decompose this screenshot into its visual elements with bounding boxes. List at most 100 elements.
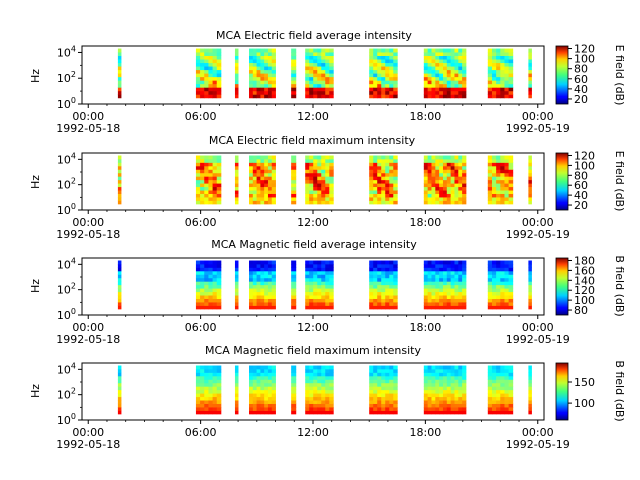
- heatmap-cell: [208, 183, 213, 188]
- heatmap-cell: [504, 365, 510, 370]
- heatmap-cell: [325, 382, 330, 387]
- heatmap-cell: [117, 48, 122, 53]
- heatmap-cell: [117, 62, 122, 67]
- heatmap-cell: [305, 365, 310, 370]
- heatmap-cell: [321, 274, 326, 279]
- heatmap-cell: [264, 94, 269, 99]
- heatmap-cell: [264, 260, 269, 265]
- heatmap-cell: [439, 197, 444, 201]
- heatmap-cell: [435, 162, 440, 167]
- heatmap-cell: [462, 197, 467, 201]
- heatmap-cell: [381, 400, 386, 404]
- heatmap-cell: [264, 66, 269, 71]
- heatmap-cell: [256, 183, 261, 188]
- heatmap-cell: [271, 291, 276, 296]
- heatmap-cell: [377, 298, 382, 303]
- heatmap-cell: [385, 382, 390, 387]
- heatmap-cell: [458, 382, 463, 387]
- heatmap-cell: [491, 372, 497, 377]
- heatmap-cell: [491, 386, 497, 391]
- heatmap-cell: [454, 368, 459, 373]
- heatmap-cell: [462, 87, 467, 92]
- heatmap-cell: [317, 52, 322, 56]
- heatmap-cell: [260, 155, 265, 160]
- heatmap-cell: [117, 76, 122, 81]
- heatmap-cell: [427, 305, 432, 310]
- heatmap-cell: [369, 379, 374, 384]
- x-date-label: 1992-05-19: [506, 228, 570, 241]
- heatmap-cell: [487, 83, 493, 88]
- heatmap-cell: [369, 298, 374, 303]
- heatmap-cell: [491, 176, 497, 181]
- heatmap-cell: [271, 403, 276, 408]
- heatmap-cell: [309, 368, 314, 373]
- heatmap-cell: [427, 263, 432, 268]
- heatmap-cell: [305, 83, 310, 88]
- heatmap-cell: [487, 155, 493, 160]
- heatmap-cell: [427, 193, 432, 198]
- heatmap-cell: [435, 365, 440, 370]
- heatmap-cell: [385, 55, 390, 60]
- heatmap-cell: [504, 200, 510, 205]
- heatmap-cell: [528, 375, 532, 380]
- heatmap-cell: [200, 281, 205, 286]
- heatmap-cell: [204, 183, 209, 188]
- heatmap-cell: [325, 172, 330, 177]
- heatmap-cell: [377, 382, 382, 387]
- heatmap-cell: [491, 375, 497, 380]
- heatmap-cell: [252, 386, 257, 391]
- heatmap-cell: [454, 263, 459, 268]
- heatmap-cell: [317, 76, 322, 81]
- heatmap-cell: [260, 158, 265, 163]
- heatmap-cell: [234, 372, 239, 377]
- heatmap-cell: [454, 73, 459, 78]
- heatmap-cell: [427, 169, 432, 174]
- heatmap-cell: [446, 393, 452, 398]
- heatmap-cell: [291, 172, 297, 177]
- heatmap-cell: [252, 87, 257, 92]
- heatmap-cell: [450, 389, 455, 394]
- heatmap-cell: [329, 263, 334, 268]
- heatmap-cell: [317, 73, 322, 78]
- heatmap-cell: [450, 407, 455, 411]
- heatmap-cell: [321, 179, 326, 184]
- heatmap-cell: [528, 379, 532, 384]
- heatmap-cell: [454, 69, 459, 74]
- heatmap-cell: [256, 172, 261, 177]
- heatmap-cell: [249, 305, 254, 310]
- heatmap-cell: [423, 382, 429, 387]
- heatmap-cell: [264, 368, 269, 373]
- heatmap-cell: [369, 162, 374, 167]
- heatmap-cell: [117, 83, 122, 88]
- heatmap-cell: [504, 59, 510, 64]
- heatmap-cell: [496, 48, 501, 53]
- heatmap-cell: [216, 277, 222, 282]
- heatmap-cell: [325, 267, 330, 272]
- heatmap-cell: [377, 288, 382, 293]
- heatmap-cell: [117, 389, 122, 394]
- heatmap-cell: [508, 389, 514, 394]
- heatmap-cell: [496, 284, 501, 289]
- heatmap-cell: [212, 270, 218, 275]
- heatmap-cell: [458, 295, 463, 299]
- heatmap-cell: [200, 83, 205, 88]
- heatmap-cell: [423, 69, 429, 74]
- heatmap-cell: [496, 158, 501, 163]
- heatmap-cell: [462, 179, 467, 184]
- heatmap-cell: [431, 162, 436, 167]
- heatmap-cell: [423, 80, 429, 85]
- heatmap-cell: [117, 302, 122, 306]
- heatmap-cell: [393, 302, 398, 306]
- heatmap-cell: [435, 291, 440, 296]
- heatmap-cell: [508, 162, 514, 167]
- heatmap-cell: [373, 288, 378, 293]
- heatmap-cell: [381, 48, 386, 53]
- heatmap-cell: [393, 389, 398, 394]
- heatmap-cell: [212, 403, 218, 408]
- heatmap-cell: [385, 66, 390, 71]
- heatmap-cell: [267, 267, 273, 272]
- panel-4-colorbar: [555, 362, 569, 421]
- heatmap-cell: [496, 179, 501, 184]
- heatmap-cell: [260, 83, 265, 88]
- heatmap-cell: [195, 274, 201, 279]
